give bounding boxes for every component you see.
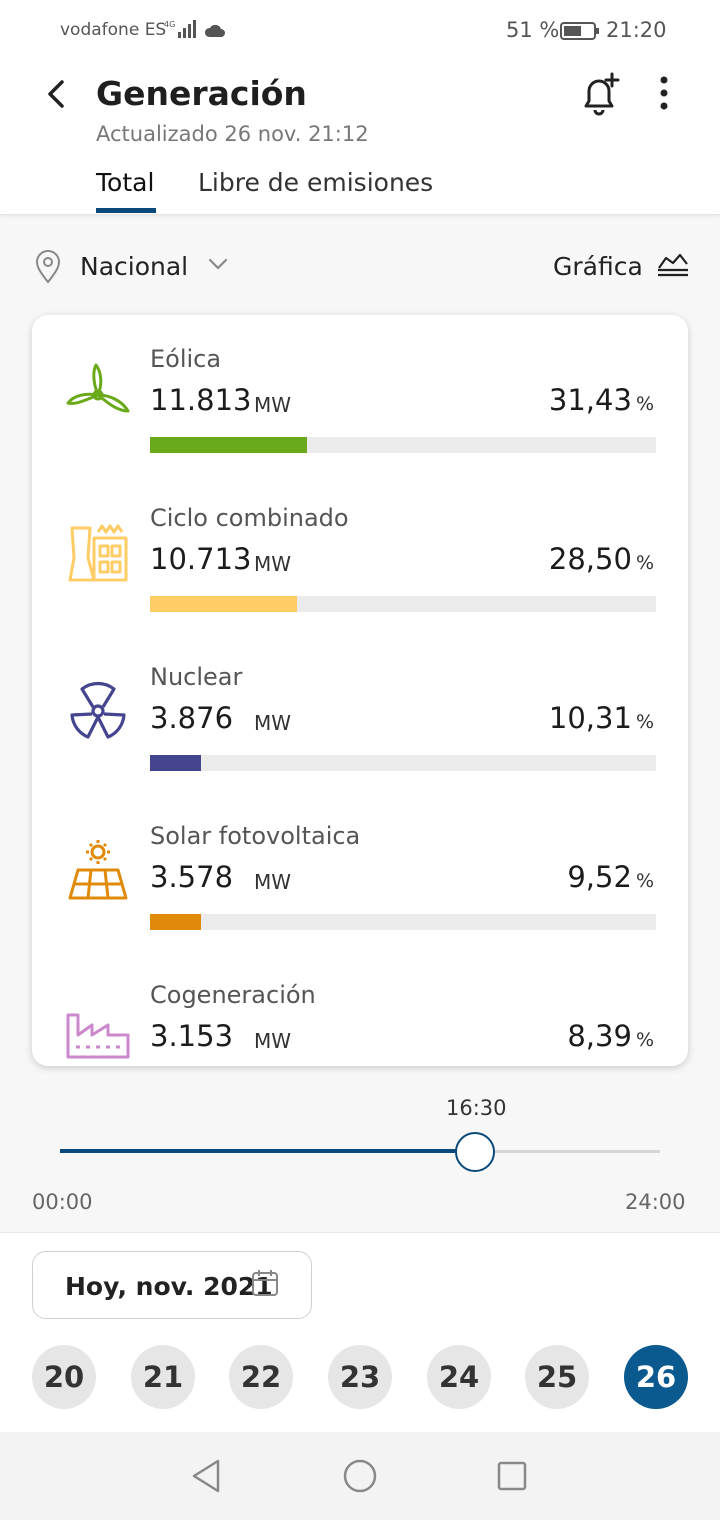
source-name: Nuclear — [150, 663, 243, 691]
slider-start-label: 00:00 — [32, 1190, 93, 1214]
status-bar — [0, 0, 720, 62]
system-nav-bar — [0, 1432, 720, 1520]
percent-sign: % — [635, 552, 654, 574]
source-unit: MW — [254, 711, 292, 735]
tab-total[interactable]: Total — [96, 168, 155, 197]
day-24[interactable]: 24 — [427, 1345, 491, 1409]
generation-item[interactable]: Eólica 11.813 MW 31,43% — [32, 315, 688, 474]
area-chart-icon[interactable] — [656, 250, 690, 278]
source-value: 3.578 — [150, 860, 234, 894]
page-title: Generación — [96, 74, 307, 113]
generation-item[interactable]: Cogeneración 3.153 MW 8,39% — [32, 951, 688, 1066]
source-name: Ciclo combinado — [150, 504, 349, 532]
source-name: Solar fotovoltaica — [150, 822, 361, 850]
chart-view-button[interactable]: Gráfica — [553, 252, 643, 281]
share-bar-fill — [150, 914, 201, 930]
share-bar-fill — [150, 596, 297, 612]
share-bar — [150, 596, 656, 612]
source-percent: 28,50 — [548, 542, 632, 576]
nav-back-icon[interactable] — [188, 1457, 224, 1495]
day-26-selected[interactable]: 26 — [624, 1345, 688, 1409]
location-selector[interactable]: Nacional — [80, 252, 189, 281]
nuclear-icon — [70, 681, 126, 739]
generation-item[interactable]: Ciclo combinado 10.713 MW 28,50% — [32, 474, 688, 633]
date-picker-button[interactable]: Hoy, nov. 2021 — [32, 1251, 312, 1319]
calendar-icon — [252, 1270, 278, 1296]
app-header — [0, 62, 720, 215]
percent-sign: % — [635, 393, 654, 415]
carrier-label: vodafone ES — [60, 20, 167, 40]
day-22[interactable]: 22 — [229, 1345, 293, 1409]
source-value: 3.153 — [150, 1019, 234, 1053]
nav-home-icon[interactable] — [342, 1458, 378, 1494]
source-name: Eólica — [150, 345, 222, 373]
wind-turbine-icon — [66, 363, 130, 413]
updated-timestamp: Actualizado 26 nov. 21:12 — [96, 122, 369, 146]
slider-time-label: 16:30 — [446, 1096, 507, 1120]
combined-cycle-icon — [68, 524, 128, 582]
chevron-down-icon[interactable] — [206, 256, 230, 272]
date-label: Hoy, nov. 2021 — [65, 1272, 273, 1301]
source-percent: 8,39 — [567, 1019, 632, 1053]
battery-percent: 51 % — [506, 18, 560, 42]
day-23[interactable]: 23 — [328, 1345, 392, 1409]
percent-sign: % — [635, 711, 654, 733]
share-bar — [150, 755, 656, 771]
active-tab-indicator — [96, 208, 156, 213]
solar-panel-icon — [68, 840, 128, 900]
battery-icon — [560, 22, 599, 40]
source-percent: 10,31 — [548, 701, 632, 735]
source-unit: MW — [254, 393, 292, 417]
clock: 21:20 — [606, 18, 667, 42]
location-pin-icon[interactable] — [34, 250, 62, 284]
day-20[interactable]: 20 — [32, 1345, 96, 1409]
source-percent: 9,52 — [567, 860, 632, 894]
percent-sign: % — [635, 870, 654, 892]
time-slider-thumb[interactable] — [455, 1132, 495, 1172]
share-bar — [150, 914, 656, 930]
generation-card: Eólica 11.813 MW 31,43% Ciclo combinado … — [32, 315, 688, 1066]
source-unit: MW — [254, 870, 292, 894]
signal-icon: 4G — [164, 20, 196, 38]
cogeneration-icon — [66, 1013, 130, 1059]
source-name: Cogeneración — [150, 981, 316, 1009]
cloud-icon — [204, 24, 225, 37]
nav-recents-icon[interactable] — [496, 1460, 528, 1492]
day-21[interactable]: 21 — [131, 1345, 195, 1409]
slider-end-label: 24:00 — [625, 1190, 686, 1214]
source-unit: MW — [254, 1029, 292, 1053]
source-value: 3.876 — [150, 701, 234, 735]
percent-sign: % — [635, 1029, 654, 1051]
share-bar-fill — [150, 437, 307, 453]
source-unit: MW — [254, 552, 292, 576]
generation-item[interactable]: Nuclear 3.876 MW 10,31% — [32, 633, 688, 792]
source-percent: 31,43 — [548, 383, 632, 417]
add-alert-bell-icon[interactable] — [576, 70, 624, 118]
source-value: 11.813 — [150, 383, 252, 417]
source-value: 10.713 — [150, 542, 252, 576]
svg-text:4G: 4G — [164, 20, 175, 29]
generation-item[interactable]: Solar fotovoltaica 3.578 MW 9,52% — [32, 792, 688, 951]
time-slider-fill — [60, 1149, 474, 1153]
share-bar — [150, 437, 656, 453]
day-25[interactable]: 25 — [525, 1345, 589, 1409]
more-options-icon[interactable] — [654, 74, 674, 114]
share-bar-fill — [150, 755, 201, 771]
tab-libre-de-emisiones[interactable]: Libre de emisiones — [198, 168, 434, 197]
back-arrow-icon[interactable] — [40, 74, 72, 114]
